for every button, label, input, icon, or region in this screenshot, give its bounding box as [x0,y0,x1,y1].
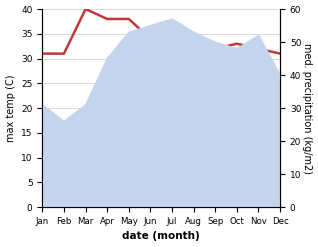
Y-axis label: max temp (C): max temp (C) [5,74,16,142]
Y-axis label: med. precipitation (kg/m2): med. precipitation (kg/m2) [302,43,313,174]
X-axis label: date (month): date (month) [122,231,200,242]
